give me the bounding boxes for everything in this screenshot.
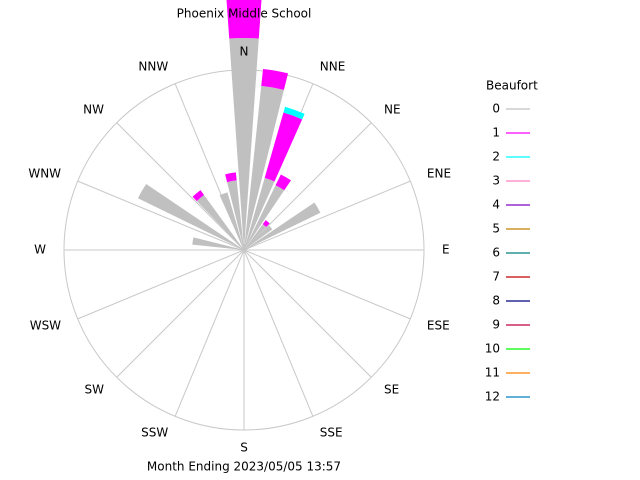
spoke <box>116 122 245 251</box>
spoke <box>243 122 372 251</box>
petal-segment <box>226 0 262 39</box>
compass-label: SE <box>384 383 399 397</box>
legend-label: 10 <box>485 342 500 356</box>
spoke <box>243 249 372 378</box>
legend-label: 3 <box>492 174 500 188</box>
compass-label: WSW <box>30 318 61 332</box>
legend-label: 12 <box>485 390 500 404</box>
compass-label: SW <box>85 383 105 397</box>
petal-segment <box>192 190 205 202</box>
legend-label: 4 <box>492 198 500 212</box>
spoke <box>77 249 245 320</box>
spoke <box>174 249 245 417</box>
petal-segment <box>227 180 244 250</box>
petal-segment <box>225 172 237 183</box>
compass-label: E <box>442 243 450 257</box>
legend-label: 8 <box>492 294 500 308</box>
spoke <box>243 180 411 251</box>
compass-label: W <box>34 243 46 257</box>
petal-segment <box>196 194 244 250</box>
legend-label: 11 <box>485 366 500 380</box>
spoke <box>116 249 245 378</box>
petal-segment <box>192 237 244 250</box>
petal-segment <box>261 68 289 90</box>
compass-label: N <box>240 45 249 59</box>
legend-label: 2 <box>492 150 500 164</box>
legend-label: 6 <box>492 246 500 260</box>
legend-label: 0 <box>492 102 500 116</box>
compass-label: SSW <box>141 425 168 439</box>
petal-segment <box>244 177 275 250</box>
compass-label: ESE <box>427 318 450 332</box>
petal-segment <box>244 224 267 250</box>
petal-segment <box>137 184 244 250</box>
legend-label: 9 <box>492 318 500 332</box>
compass-label: SSE <box>320 425 343 439</box>
petal-segment <box>244 85 284 250</box>
petal-segment <box>264 112 303 182</box>
petal-segment <box>244 202 321 250</box>
footer: Month Ending 2023/05/05 13:57 <box>147 460 341 474</box>
petal-segment <box>275 174 291 191</box>
compass-label: NE <box>384 102 401 116</box>
compass-label: ENE <box>427 167 451 181</box>
compass-label: WNW <box>28 167 61 181</box>
legend-label: 7 <box>492 270 500 284</box>
compass-label: S <box>240 441 248 455</box>
chart-title: Phoenix Middle School <box>177 7 312 21</box>
petal-segment <box>244 185 285 250</box>
spoke <box>243 249 411 320</box>
petal-segment <box>219 192 244 250</box>
petal-segment <box>283 106 305 120</box>
legend-label: 5 <box>492 222 500 236</box>
petal-segment <box>229 38 259 251</box>
spoke <box>77 180 245 251</box>
spoke <box>243 249 314 417</box>
compass-label: NNE <box>320 60 346 74</box>
compass-label: NNW <box>138 60 168 74</box>
compass-label: NW <box>83 102 104 116</box>
legend-title: Beaufort <box>486 79 538 93</box>
legend-label: 1 <box>492 126 500 140</box>
petal-segment <box>244 225 273 250</box>
petal-segment <box>262 220 270 227</box>
